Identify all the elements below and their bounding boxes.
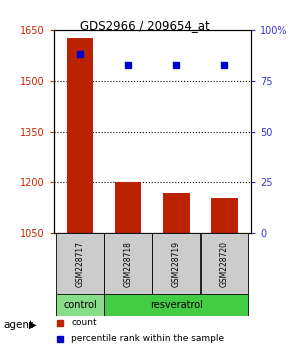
FancyBboxPatch shape: [56, 233, 104, 294]
Text: GSM228717: GSM228717: [76, 241, 85, 287]
FancyBboxPatch shape: [153, 233, 200, 294]
FancyBboxPatch shape: [104, 294, 248, 316]
Bar: [163, 193, 190, 233]
Bar: [211, 198, 238, 233]
Text: GSM228718: GSM228718: [124, 241, 133, 287]
Text: ▶: ▶: [29, 320, 37, 330]
Text: count: count: [71, 318, 97, 327]
Text: resveratrol: resveratrol: [150, 300, 203, 310]
FancyBboxPatch shape: [104, 233, 152, 294]
Bar: [115, 182, 142, 233]
FancyBboxPatch shape: [56, 294, 104, 316]
Text: GSM228720: GSM228720: [220, 241, 229, 287]
Text: agent: agent: [3, 320, 33, 330]
Bar: [67, 38, 93, 233]
Text: control: control: [63, 300, 97, 310]
Text: percentile rank within the sample: percentile rank within the sample: [71, 334, 224, 343]
Text: GDS2966 / 209654_at: GDS2966 / 209654_at: [80, 19, 210, 33]
Text: GSM228719: GSM228719: [172, 241, 181, 287]
FancyBboxPatch shape: [201, 233, 248, 294]
